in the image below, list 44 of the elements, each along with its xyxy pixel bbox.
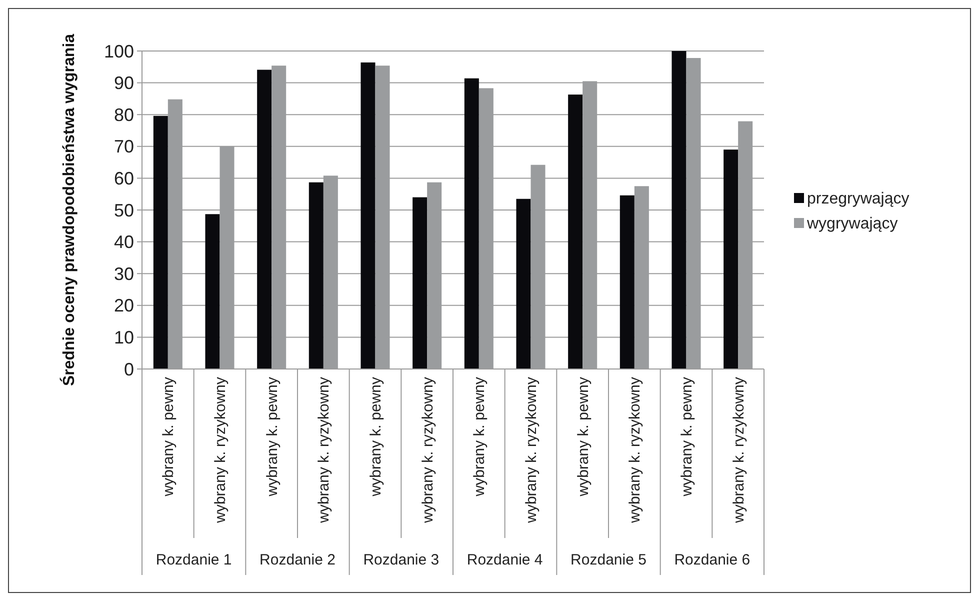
x-tick-label: wybrany k. ryzykowny — [730, 376, 748, 524]
bar — [724, 150, 738, 369]
bar — [308, 182, 324, 369]
bar — [360, 62, 376, 369]
x-tick-label: wybrany k. ryzykowny — [212, 376, 229, 524]
y-tick-label: 40 — [114, 232, 134, 252]
x-tick-label: wybrany k. pewny — [160, 376, 178, 498]
y-tick-label: 100 — [104, 41, 134, 62]
y-tick-label: 0 — [124, 359, 134, 380]
text: Rozdanie 4 — [466, 551, 543, 568]
y-tick-label: 70 — [114, 136, 134, 157]
legend-label: wygrywający — [806, 216, 898, 233]
bar — [257, 70, 272, 369]
x-tick-label: wybrany k. ryzykowny — [316, 376, 333, 524]
legend-label: przegrywający — [807, 190, 910, 208]
x-tick-label: wybrany k. pewny — [264, 376, 281, 498]
x-tick-label: wybrany k. ryzykowny — [523, 376, 540, 524]
text: Rozdanie 5 — [570, 551, 646, 568]
y-tick-label: 90 — [114, 73, 134, 94]
x-tick-label: wybrany k. pewny — [368, 376, 384, 498]
y-axis-title: Średnie oceny prawdopodobieństwa wygrania — [59, 34, 78, 386]
bar — [672, 51, 686, 369]
x-tick-label: wybrany k. ryzykowny — [419, 376, 436, 524]
y-tick-label: 50 — [114, 200, 134, 220]
x-tick-label: wybrany k. pewny — [678, 376, 696, 498]
text: Rozdanie 6 — [674, 551, 750, 568]
text: Rozdanie 1 — [156, 551, 232, 568]
bar — [568, 94, 583, 369]
x-tick-label: wybrany k. ryzykowny — [626, 376, 644, 524]
x-tick-label: wybrany k. pewny — [574, 376, 592, 498]
y-tick-label: 30 — [114, 264, 134, 284]
bar — [153, 116, 168, 369]
y-tick-label: 10 — [114, 328, 134, 348]
bar — [516, 198, 531, 369]
bar — [205, 214, 220, 369]
text: Rozdanie 3 — [363, 551, 440, 568]
bar — [464, 78, 479, 369]
bar — [620, 195, 634, 369]
bar — [412, 197, 428, 369]
text: Rozdanie 2 — [260, 551, 336, 568]
y-tick-label: 20 — [114, 296, 134, 316]
y-tick-label: 80 — [114, 104, 134, 125]
y-tick-label: 60 — [114, 168, 134, 188]
x-tick-label: wybrany k. pewny — [471, 376, 488, 498]
